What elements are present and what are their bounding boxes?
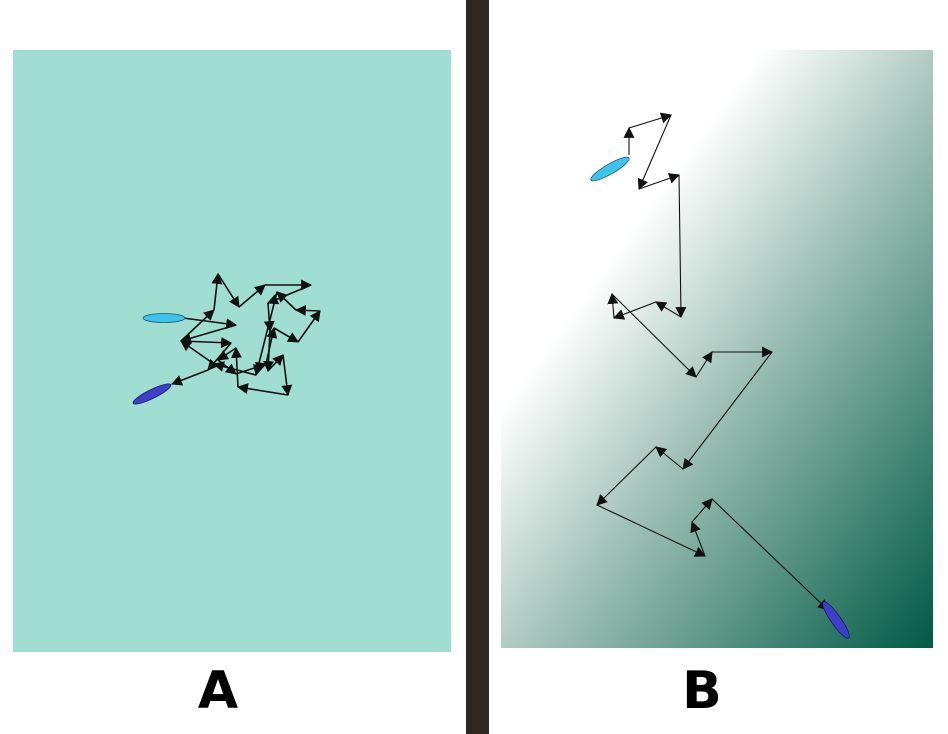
panel-a-arrow-segment <box>294 304 321 316</box>
panel-a-arrow-segment <box>231 346 242 388</box>
panel-b-arrow-segment <box>637 114 672 191</box>
panel-b-arrow-segment <box>655 301 682 318</box>
panel-a-arrow-segment <box>217 347 237 361</box>
panel-b-arrow-segment <box>607 292 619 319</box>
panel-b-arrow-segment <box>611 293 697 378</box>
panel-a-arrow-segment <box>253 291 278 377</box>
panel-a-arrow-segment <box>297 310 321 343</box>
panel-a-arrow-segment <box>281 354 293 397</box>
panel-a-end-marker <box>132 383 172 405</box>
panel-a-arrow-segment <box>263 302 275 333</box>
panel-b-arrow-segment <box>638 173 681 190</box>
panel-b-arrow-segment <box>655 446 684 470</box>
panel-b-label: B <box>682 661 722 721</box>
panel-a-arrow-segment <box>238 284 266 308</box>
panel-b-arrow-segment <box>691 498 713 523</box>
panel-a-arrow-segment <box>170 369 209 386</box>
panel-b-background <box>501 50 933 648</box>
panel-b-arrow-segment <box>675 174 687 319</box>
panel-a-movement-path <box>170 272 321 397</box>
panel-a-arrow-segment <box>236 383 289 396</box>
panel-divider <box>466 0 489 734</box>
panel-b: B <box>501 50 933 721</box>
panel-a-arrow-segment <box>276 291 297 311</box>
panel-a-arrow-segment <box>179 324 237 344</box>
panel-a-label: A <box>198 661 238 721</box>
panel-a-arrow-segment <box>217 273 240 308</box>
panel-b-arrow-segment <box>711 498 829 611</box>
panel-a-arrow-segment <box>211 272 223 311</box>
panel-b-arrow-segment <box>596 446 657 506</box>
panel-a-arrow-segment <box>265 326 278 365</box>
panel-a-arrow-segment <box>180 309 215 342</box>
panel-a: A <box>13 50 451 721</box>
panel-a-arrow-segment <box>182 317 238 330</box>
panel-a-arrow-segment <box>212 361 257 376</box>
panel-a-arrow-segment <box>207 342 232 371</box>
panel-a-arrow-segment <box>273 327 299 343</box>
panel-b-end-marker <box>822 601 850 639</box>
panel-a-arrow-segment <box>267 354 284 372</box>
panel-b-arrow-segment <box>596 504 706 557</box>
panel-a-arrow-segment <box>180 337 233 349</box>
panel-a-start-marker <box>142 313 186 323</box>
panel-b-start-marker <box>590 156 630 182</box>
panel-b-arrow-segment <box>628 112 673 129</box>
panel-b-arrow-segment <box>690 520 706 557</box>
panel-b-movement-path <box>596 112 829 611</box>
panel-b-arrow-segment <box>612 301 657 320</box>
panel-b-arrow-segment <box>695 351 713 378</box>
panel-b-arrow-segment <box>682 351 773 470</box>
